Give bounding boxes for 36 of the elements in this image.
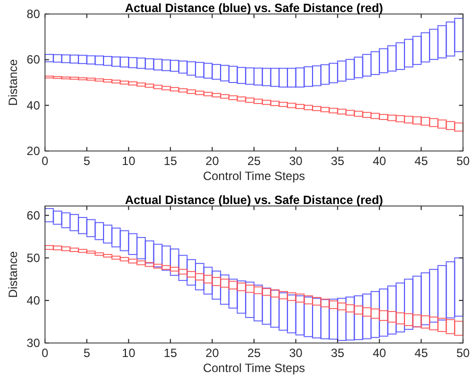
x-tick-label: 35 <box>330 346 345 360</box>
x-tick-label: 40 <box>372 154 386 168</box>
x-tick-label: 50 <box>456 346 470 360</box>
x-tick-label: 25 <box>247 346 261 360</box>
y-tick-label: 40 <box>26 293 40 308</box>
y-tick-label: 40 <box>26 98 40 112</box>
x-tick-label: 15 <box>164 154 178 168</box>
x-tick-label: 30 <box>289 346 303 360</box>
x-tick-label: 45 <box>414 154 428 168</box>
x-tick-label: 30 <box>289 154 303 168</box>
y-tick-label: 20 <box>26 144 40 158</box>
y-axis-title: Distance <box>6 58 20 106</box>
chart-title: Actual Distance (blue) vs. Safe Distance (red) <box>124 1 384 15</box>
x-tick-label: 10 <box>122 154 136 168</box>
x-tick-label: 35 <box>330 154 345 168</box>
x-tick-label: 15 <box>164 346 178 360</box>
x-axis-title: Control Time Steps <box>202 169 306 183</box>
y-tick-label: 60 <box>26 52 40 67</box>
x-tick-label: 40 <box>372 346 386 360</box>
chart-title: Actual Distance (blue) vs. Safe Distance (red) <box>124 193 384 207</box>
y-axis-title: Distance <box>6 250 20 298</box>
x-tick-label: 0 <box>42 154 49 168</box>
y-tick-label: 80 <box>26 7 40 21</box>
x-tick-label: 20 <box>206 346 220 360</box>
x-tick-label: 5 <box>83 346 90 360</box>
x-tick-label: 50 <box>456 154 470 168</box>
x-tick-label: 25 <box>247 154 261 168</box>
x-tick-label: 45 <box>414 346 428 360</box>
x-axis-title: Control Time Steps <box>202 361 306 375</box>
x-tick-label: 0 <box>42 346 49 360</box>
y-tick-label: 60 <box>26 208 40 222</box>
x-tick-label: 10 <box>122 346 136 360</box>
y-tick-label: 30 <box>26 336 40 350</box>
x-tick-label: 20 <box>206 154 220 168</box>
x-tick-label: 5 <box>83 154 90 168</box>
y-tick-label: 50 <box>26 250 40 265</box>
